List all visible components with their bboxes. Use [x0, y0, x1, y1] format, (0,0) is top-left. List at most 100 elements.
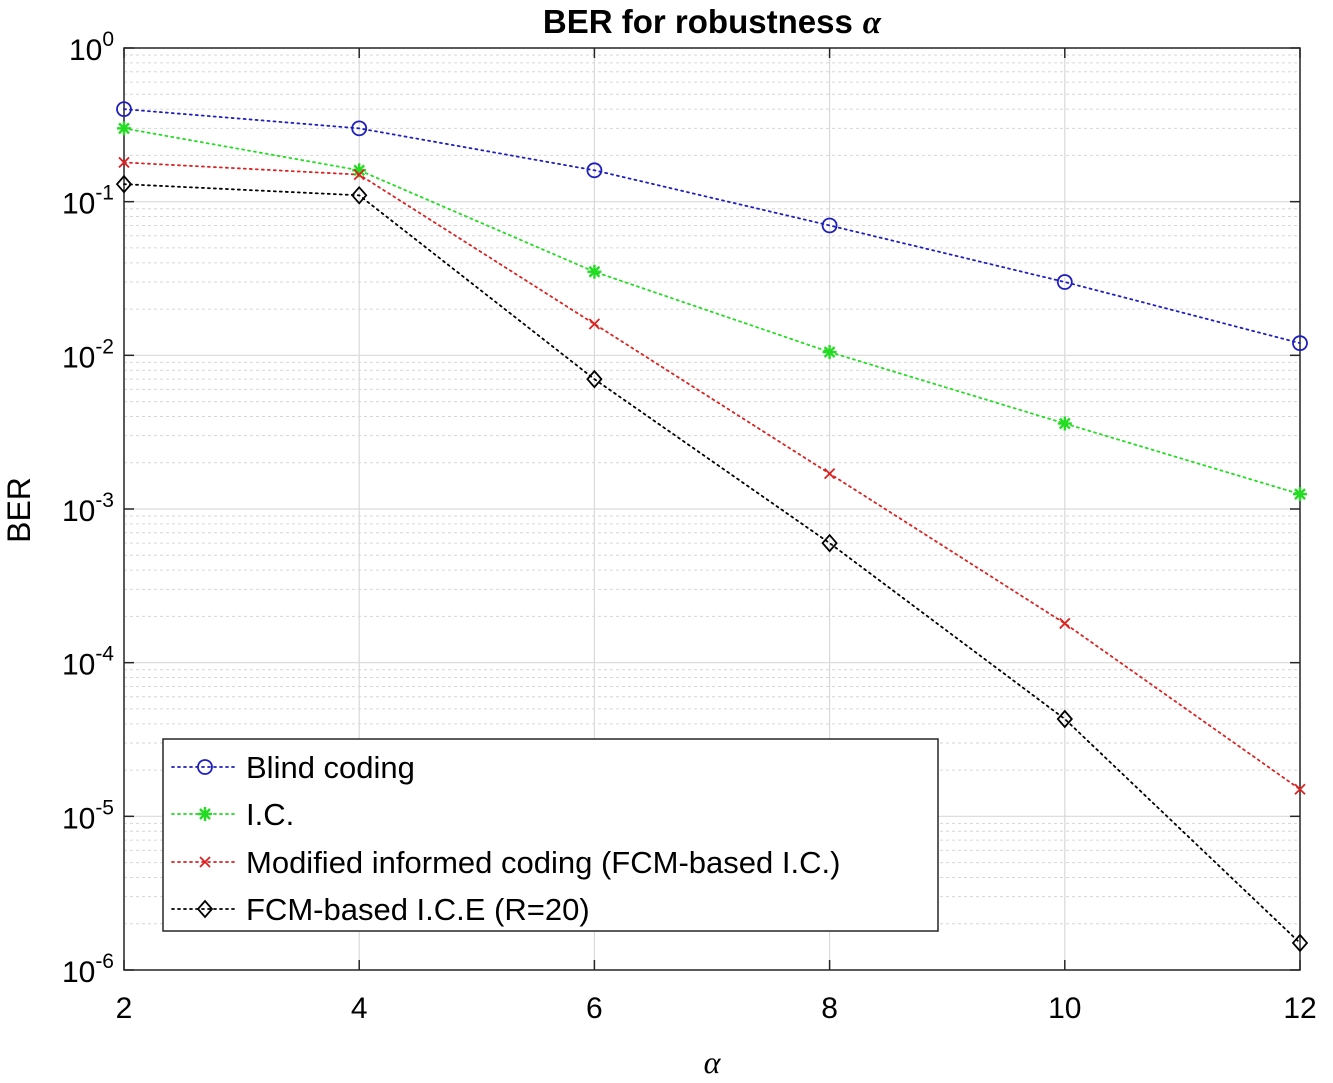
chart-title: BER for robustness α	[543, 3, 882, 41]
data-point	[587, 264, 602, 279]
y-tick-label: 10-6	[62, 950, 114, 989]
x-tick-label: 12	[1283, 992, 1316, 1025]
marker-circle	[1292, 335, 1308, 352]
data-point	[1291, 933, 1309, 953]
x-tick-labels: 2 4 6 8 10 12	[116, 992, 1317, 1025]
legend-label: FCM-based I.C.E (R=20)	[246, 892, 590, 927]
marker-stroke	[1294, 783, 1306, 795]
data-point	[116, 101, 132, 118]
series-i-c	[117, 121, 1307, 502]
y-tick-label: 10-3	[62, 489, 114, 528]
x-tick-label: 8	[821, 992, 838, 1025]
axis-ticks	[123, 47, 1301, 971]
legend-entry: I.C.	[171, 797, 294, 832]
marker-stroke	[823, 467, 836, 480]
y-tick-label-exponent: -5	[95, 796, 114, 819]
legend-marker	[197, 759, 213, 775]
data-point	[118, 156, 130, 169]
data-point	[822, 345, 837, 360]
marker-diamond	[196, 899, 214, 919]
x-tick-label: 6	[586, 992, 603, 1025]
legend-label: I.C.	[246, 797, 294, 832]
x-axis-label: α	[704, 1044, 722, 1080]
data-point	[586, 162, 603, 179]
marker-circle	[351, 120, 368, 137]
series-line	[123, 127, 1301, 496]
y-tick-label-exponent: -6	[95, 950, 114, 973]
series-modified-informed-coding-fcm-based-i-c	[118, 156, 1306, 795]
marker-diamond	[821, 533, 838, 553]
marker-circle	[821, 217, 838, 234]
marker-stroke	[199, 808, 211, 820]
y-tick-label-base: 10	[62, 341, 95, 374]
legend-label: Blind coding	[246, 750, 415, 785]
marker-stroke	[118, 156, 130, 169]
legend-entry: FCM-based I.C.E (R=20)	[171, 892, 590, 927]
marker-stroke	[823, 346, 836, 358]
y-tick-label-exponent: -2	[95, 335, 114, 358]
y-tick-label-base: 10	[62, 495, 95, 528]
marker-circle	[586, 162, 603, 179]
y-tick-label: 100	[69, 28, 114, 67]
y-tick-label-base: 10	[62, 649, 95, 682]
marker-diamond	[1056, 709, 1073, 729]
marker-stroke	[353, 168, 365, 181]
data-point	[1294, 783, 1306, 795]
x-tick-label: 10	[1048, 992, 1081, 1025]
data-point	[823, 467, 836, 480]
data-point	[1059, 617, 1071, 630]
data-point	[1056, 709, 1073, 729]
y-tick-label: 10-1	[62, 182, 114, 221]
series-line	[123, 161, 1301, 791]
series-layer	[115, 101, 1309, 953]
y-tick-label: 10-2	[62, 335, 114, 374]
data-point	[115, 174, 133, 194]
legend: Blind coding I.C. Modified informed coding…	[162, 738, 939, 932]
data-point	[588, 318, 601, 330]
legend-marker	[198, 807, 212, 821]
data-point	[586, 369, 603, 389]
data-point	[1292, 335, 1308, 352]
chart-title-text: BER for robustness	[543, 3, 853, 40]
data-point	[351, 185, 368, 205]
marker-diamond	[586, 369, 603, 389]
chart-title-symbol: α	[863, 5, 882, 41]
marker-diamond	[115, 174, 133, 194]
y-tick-label-base: 10	[62, 956, 95, 989]
y-tick-label-exponent: 0	[102, 28, 114, 51]
y-tick-label-base: 10	[62, 802, 95, 835]
legend-entry: Modified informed coding (FCM-based I.C.…	[171, 845, 840, 880]
marker-diamond	[351, 185, 368, 205]
x-tick-label: 2	[116, 992, 133, 1025]
y-tick-label: 10-5	[62, 796, 114, 835]
marker-stroke	[588, 318, 601, 330]
data-point	[351, 120, 368, 137]
y-tick-label-base: 10	[62, 188, 95, 221]
marker-stroke	[1059, 617, 1071, 630]
legend-marker	[196, 899, 214, 919]
legend-entry: Blind coding	[171, 750, 415, 785]
marker-stroke	[199, 856, 211, 868]
x-tick-label: 4	[351, 992, 368, 1025]
legend-label: Modified informed coding (FCM-based I.C.…	[246, 845, 840, 880]
marker-diamond	[1291, 933, 1309, 953]
y-tick-label-exponent: -1	[95, 182, 114, 205]
y-tick-label-exponent: -4	[95, 643, 114, 666]
marker-stroke	[588, 265, 601, 278]
data-point	[117, 121, 131, 136]
legend-marker	[199, 856, 211, 868]
marker-stroke	[118, 122, 130, 135]
marker-circle	[197, 759, 213, 775]
y-tick-label-base: 10	[69, 34, 102, 67]
series-line	[123, 183, 1301, 944]
marker-circle	[1056, 274, 1073, 290]
legend-box	[162, 738, 939, 932]
data-point	[1293, 487, 1307, 502]
y-tick-label: 10-4	[62, 643, 114, 682]
series-line	[123, 108, 1301, 345]
data-point	[821, 217, 838, 234]
data-point	[353, 168, 365, 181]
marker-stroke	[353, 164, 366, 177]
